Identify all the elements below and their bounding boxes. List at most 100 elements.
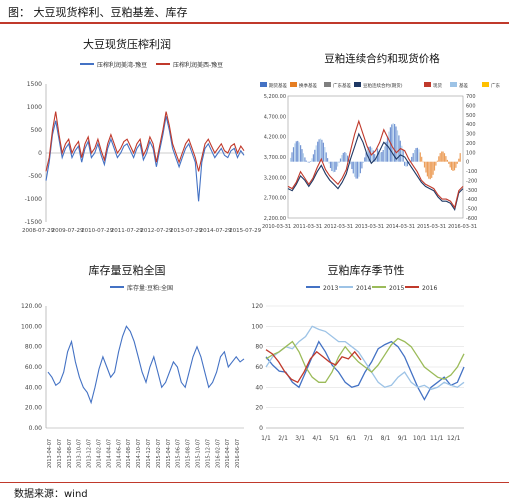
basis-bar: [435, 161, 437, 166]
x-tick-label: 6/1: [347, 435, 357, 442]
basis-bar: [414, 150, 416, 162]
legend-swatch: [424, 82, 431, 87]
series-line-0: [45, 116, 245, 202]
y-right-tick-label: -600: [466, 216, 477, 222]
basis-bar: [428, 161, 430, 179]
legend-swatch: [290, 82, 297, 87]
legend-label: 2014: [356, 285, 371, 292]
basis-bar: [292, 147, 295, 162]
basis-bar: [342, 152, 344, 162]
basis-bar: [381, 152, 383, 162]
legend-label: 库存量:豆粕:全国: [127, 284, 173, 292]
y-right-tick-label: -400: [466, 197, 477, 203]
y-tick-label: 20: [255, 405, 263, 412]
chart-title: 库存量豆粕全国: [89, 263, 166, 277]
basis-bar: [425, 161, 427, 173]
y-tick-label: 80.00: [25, 344, 42, 351]
basis-bar: [382, 150, 384, 162]
footer-divider: [0, 482, 509, 483]
basis-bar: [431, 161, 433, 178]
x-tick-label: 2014-12-07: [146, 439, 152, 468]
y-tick-label: 120.00: [21, 303, 42, 310]
y-right-tick-label: 600: [466, 103, 476, 109]
report-header: 图： 大豆现货榨利、豆粕基差、库存: [0, 0, 509, 24]
basis-bar: [398, 135, 400, 162]
basis-bar: [449, 161, 451, 168]
basis-bar: [422, 161, 424, 163]
season-line-2014: [265, 325, 465, 391]
basis-bar: [352, 161, 354, 174]
x-tick-label: 5/1: [329, 435, 339, 442]
basis-bar: [302, 153, 304, 162]
basis-bar: [396, 130, 399, 162]
basis-bar: [433, 161, 436, 171]
legend-label: 现货: [433, 82, 442, 89]
basis-bar: [364, 157, 366, 162]
x-tick-label: 2015-02-07: [156, 439, 162, 468]
basis-bar: [395, 126, 397, 162]
y-tick-label: -500: [28, 173, 42, 180]
basis-bar: [459, 153, 461, 162]
legend-swatch: [482, 82, 489, 87]
basis-bar: [354, 161, 356, 177]
basis-bar: [426, 161, 428, 177]
basis-bar: [321, 139, 323, 162]
plot-frame: [287, 95, 464, 219]
basis-bar: [365, 152, 367, 162]
basis-bar: [322, 142, 324, 162]
y-tick-label: 0: [38, 150, 42, 157]
basis-bar: [392, 123, 394, 162]
figure-caption: 图： 大豆现货榨利、豆粕基差、库存: [8, 6, 188, 19]
x-tick-label: 1/1: [261, 435, 271, 442]
basis-bar: [429, 161, 431, 180]
legend-label: 换季基差: [299, 82, 317, 89]
basis-bar: [438, 156, 440, 162]
x-tick-label: 2009-07-29: [52, 228, 84, 234]
y-tick-label: 0.00: [29, 425, 43, 432]
x-tick-label: 10/1: [413, 435, 427, 442]
basis-bar: [308, 161, 310, 163]
series-line-1: [45, 111, 245, 172]
basis-bar: [324, 147, 326, 162]
y-left-tick-label: 2,200.00: [264, 216, 286, 222]
chart-title: 豆粕连续合约和现货价格: [324, 52, 440, 65]
basis-bar: [401, 145, 403, 162]
y-tick-label: 40: [255, 384, 263, 391]
y-tick-label: 1500: [27, 81, 42, 88]
basis-bar: [301, 149, 303, 162]
basis-bar: [361, 161, 363, 169]
season-line-2013: [265, 340, 465, 401]
basis-bar: [455, 161, 457, 168]
basis-bar: [432, 161, 434, 175]
x-tick-label: 8/1: [381, 435, 391, 442]
basis-bar: [304, 157, 306, 162]
x-tick-label: 2014-07-29: [200, 228, 232, 234]
x-tick-label: 2015-03-31: [417, 224, 446, 230]
x-tick-label: 9/1: [398, 435, 408, 442]
basis-bar: [351, 161, 353, 169]
y-left-tick-label: 4,700.00: [264, 114, 286, 120]
x-tick-label: 2014-02-07: [97, 439, 103, 468]
season-line-2015: [265, 337, 465, 383]
legend-label: 基差: [459, 82, 468, 89]
basis-bar: [349, 161, 351, 165]
x-tick-label: 2/1: [278, 435, 288, 442]
futures-price-line: [287, 132, 464, 211]
legend-swatch: [324, 82, 331, 87]
basis-bar: [389, 127, 391, 162]
basis-bar: [348, 159, 350, 162]
basis-bar: [332, 161, 334, 173]
basis-bar: [329, 161, 332, 168]
x-tick-label: 7/1: [364, 435, 374, 442]
basis-bar: [451, 161, 453, 170]
basis-bar: [347, 155, 349, 162]
x-tick-label: 2013-12-07: [87, 439, 93, 468]
basis-bar: [405, 161, 407, 167]
legend-label: 广东基差: [333, 82, 351, 89]
basis-bar: [423, 161, 426, 168]
basis-bar: [341, 155, 343, 162]
y-right-tick-label: -200: [466, 178, 477, 184]
inventory-line: [47, 325, 245, 405]
y-tick-label: 120: [252, 303, 264, 310]
